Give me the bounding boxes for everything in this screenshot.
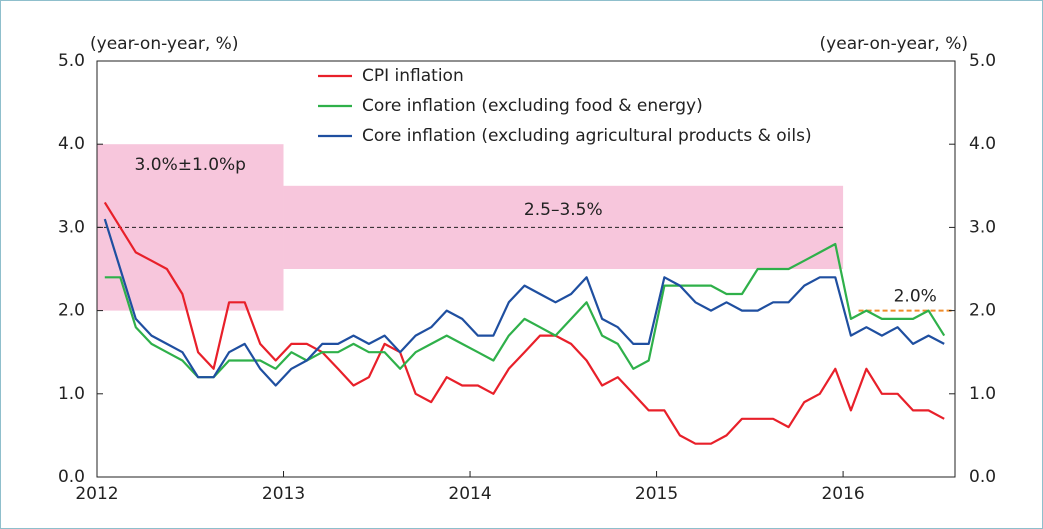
legend-label: CPI inflation — [362, 66, 464, 86]
y2-tick-label: 1.0 — [969, 384, 996, 404]
y-tick-label: 1.0 — [58, 384, 85, 404]
series-line — [103, 218, 945, 387]
y2-axis-label: (year-on-year, %) — [820, 34, 968, 54]
x-tick-label: 2015 — [635, 484, 678, 504]
y-tick-label: 5.0 — [58, 51, 85, 71]
x-tick-label: 2013 — [262, 484, 305, 504]
y-tick-label: 3.0 — [58, 217, 85, 237]
band-label: 2.5–3.5% — [524, 200, 603, 220]
y2-tick-label: 0.0 — [969, 467, 996, 487]
x-tick-label: 2012 — [75, 484, 118, 504]
y-axis-label: (year-on-year, %) — [90, 34, 238, 54]
y2-tick-label: 4.0 — [969, 134, 996, 154]
x-tick-label: 2016 — [821, 484, 864, 504]
band-label: 3.0%±1.0%p — [135, 155, 246, 175]
y2-tick-label: 5.0 — [969, 51, 996, 71]
y-tick-label: 2.0 — [58, 301, 85, 321]
target-band — [283, 185, 844, 269]
series-line — [103, 201, 945, 445]
legend-label: Core inflation (excluding food & energy) — [362, 96, 703, 116]
x-tick-label: 2014 — [448, 484, 491, 504]
y-tick-label: 4.0 — [58, 134, 85, 154]
legend-label: Core inflation (excluding agricultural p… — [362, 126, 812, 146]
y2-tick-label: 3.0 — [969, 217, 996, 237]
target-label: 2.0% — [894, 287, 937, 307]
y-tick-label: 0.0 — [58, 467, 85, 487]
plot-frame — [96, 60, 956, 478]
series-line — [104, 242, 946, 379]
y2-tick-label: 2.0 — [969, 301, 996, 321]
